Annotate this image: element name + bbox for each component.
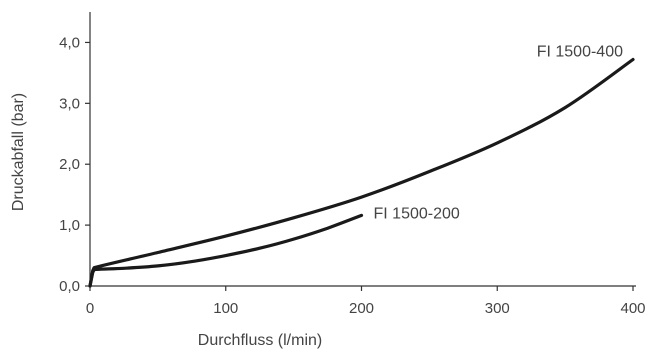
series-label: FI 1500-400 bbox=[537, 43, 623, 60]
y-axis-title: Druckabfall (bar) bbox=[10, 93, 27, 211]
x-tick-label: 0 bbox=[86, 300, 94, 317]
x-tick-label: 100 bbox=[213, 300, 238, 317]
x-tick-label: 400 bbox=[620, 300, 645, 317]
x-axis-title: Durchfluss (l/min) bbox=[198, 332, 322, 349]
y-tick-label: 4,0 bbox=[59, 34, 80, 51]
series-line-1 bbox=[88, 213, 364, 288]
series-group: FI 1500-400 FI 1500-200 bbox=[88, 43, 635, 288]
y-tick-label: 3,0 bbox=[59, 95, 80, 112]
series-line-0 bbox=[88, 57, 635, 288]
x-tick-label: 300 bbox=[485, 300, 510, 317]
tick-marks bbox=[85, 41, 634, 291]
series-label: FI 1500-200 bbox=[374, 205, 460, 222]
y-tick-label: 0,0 bbox=[59, 278, 80, 295]
x-tick-labels: 0 100 200 300 400 bbox=[86, 300, 646, 317]
y-tick-label: 1,0 bbox=[59, 217, 80, 234]
x-tick-label: 200 bbox=[349, 300, 374, 317]
y-tick-labels: 0,0 1,0 2,0 3,0 4,0 bbox=[59, 34, 80, 295]
y-tick-label: 2,0 bbox=[59, 156, 80, 173]
